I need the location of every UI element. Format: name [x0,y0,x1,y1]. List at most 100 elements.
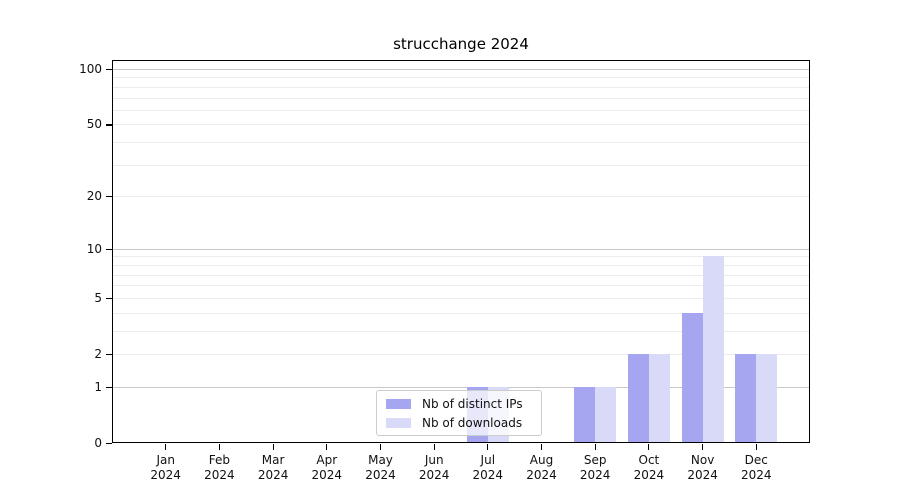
y-tick-label: 20 [86,189,102,204]
x-tick-mark [540,444,543,450]
y-tick-label: 1 [94,379,102,394]
y-tick-label: 50 [86,117,102,132]
x-tick-month: May [368,453,393,467]
x-tick-label: May 2024 [353,453,409,483]
x-tick-month: Oct [638,453,660,467]
x-tick-label: Sep 2024 [567,453,623,483]
x-tick-mark [755,444,757,450]
x-tick-year: 2024 [687,468,718,482]
y-tick-mark [106,124,112,126]
x-tick-year: 2024 [204,468,235,482]
chart-title: strucchange 2024 [393,35,529,53]
bar-downloads-oct [648,354,670,443]
x-tick-mark [272,444,274,450]
legend-label-distinct-ips: Nb of distinct IPs [422,396,523,411]
gridline-minor [113,312,809,314]
legend-swatch-distinct-ips [386,398,411,409]
y-tick-label: 10 [86,241,102,256]
y-tick-mark [106,354,112,356]
gridline-minor [113,354,809,355]
gridline-minor [113,109,809,111]
bar-distinct-ips-oct [627,354,649,443]
x-tick-mark [594,444,596,450]
x-tick-label: Oct 2024 [621,453,677,483]
gridline-minor [113,285,809,287]
x-tick-mark [433,444,435,450]
y-tick-label: 5 [94,290,102,305]
bar-distinct-ips-sep [574,386,596,443]
legend: Nb of distinct IPs Nb of downloads [376,390,542,436]
x-tick-year: 2024 [579,468,611,482]
legend-swatch-downloads [386,417,411,428]
y-tick-mark [106,248,112,250]
x-tick-year: 2024 [311,468,343,482]
x-tick-year: 2024 [257,468,289,482]
x-tick-mark [218,444,220,450]
gridline-minor [113,297,809,299]
x-tick-label: Apr 2024 [299,453,355,483]
legend-item-distinct-ips: Nb of distinct IPs [386,397,532,411]
gridline-minor [113,256,809,258]
x-tick-month: Jul [480,453,496,467]
gridline-minor [113,330,809,332]
x-tick-mark [648,444,650,450]
x-tick-year: 2024 [472,468,504,482]
x-tick-label: Feb 2024 [191,453,247,483]
legend-item-downloads: Nb of downloads [386,416,532,430]
x-tick-mark [379,444,382,450]
gridline-minor [113,274,809,276]
bar-distinct-ips-nov [681,312,703,443]
x-tick-mark [165,444,167,450]
gridline-minor [113,164,809,166]
gridline-minor [113,196,809,198]
x-tick-year: 2024 [526,468,557,482]
x-tick-label: Jan 2024 [138,453,194,483]
gridline-minor [113,77,809,79]
x-tick-month: Apr [316,453,338,467]
x-tick-label: Aug 2024 [514,453,570,483]
x-tick-month: Dec [744,453,768,467]
x-tick-mark [487,444,489,450]
gridline-minor [113,264,809,266]
x-tick-mark [702,444,704,450]
x-tick-label: Dec 2024 [728,453,784,483]
gridline-minor [113,124,809,126]
x-tick-mark [326,444,328,450]
x-tick-year: 2024 [741,468,772,482]
x-tick-label: Jul 2024 [460,453,516,483]
gridline-minor [113,142,809,144]
gridline-major [113,248,809,250]
x-tick-label: Nov 2024 [675,453,731,483]
x-tick-month: Aug [529,453,554,467]
x-tick-month: Jun [424,453,444,467]
x-tick-month: Jan [156,453,175,467]
x-tick-label: Mar 2024 [245,453,301,483]
y-tick-mark [106,443,112,445]
y-tick-label: 2 [94,347,102,361]
x-tick-year: 2024 [365,468,396,482]
x-tick-month: Feb [208,453,231,467]
y-tick-label: 100 [79,62,102,76]
x-tick-year: 2024 [418,468,450,482]
x-tick-label: Jun 2024 [406,453,462,483]
x-tick-month: Nov [690,453,715,467]
y-tick-mark [106,297,112,299]
x-tick-month: Mar [261,453,285,467]
bar-distinct-ips-dec [735,354,757,443]
x-tick-month: Sep [583,453,607,467]
gridline-minor [113,86,809,88]
gridline-major [113,69,809,70]
y-tick-mark [106,386,112,388]
gridline-minor [113,97,809,99]
bar-downloads-nov [702,256,724,443]
legend-label-downloads: Nb of downloads [422,415,523,430]
y-tick-label: 0 [94,436,102,450]
y-tick-mark [106,196,112,198]
x-tick-year: 2024 [633,468,665,482]
gridline-major [113,386,809,388]
bar-downloads-sep [595,386,617,443]
bar-downloads-dec [756,354,778,443]
x-tick-year: 2024 [150,468,181,482]
y-tick-mark [106,69,112,71]
